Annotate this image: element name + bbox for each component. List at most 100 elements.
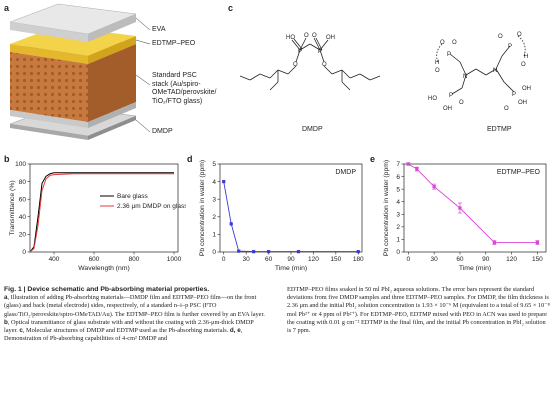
- label-psc-stack: Standard PSC stack (Au/spiro- OMeTAD/per…: [152, 72, 216, 106]
- atom-label: O: [521, 62, 526, 68]
- atom-n: N: [463, 74, 467, 80]
- molecule-name-dmdp: DMDP: [302, 126, 323, 133]
- x-axis-label: Wavelength (nm): [78, 265, 130, 272]
- molecule-name-edtmp: EDTMP: [487, 126, 512, 133]
- y-tick-label: 40: [19, 214, 27, 221]
- caption-c-text: , Molecular structures of DMDP and EDTMP…: [22, 327, 229, 335]
- atom-label: OH: [443, 106, 452, 112]
- x-tick-label: 60: [456, 256, 464, 263]
- y-axis-label: Pb concentration in water (ppm): [383, 160, 390, 256]
- panel-label-a: a: [4, 3, 10, 13]
- x-tick-label: 0: [222, 256, 226, 263]
- atom-label: O: [452, 40, 457, 46]
- atom-label: H: [524, 54, 528, 60]
- data-point: [229, 222, 233, 226]
- y-tick-label: 0: [212, 249, 216, 256]
- panel-label-c: c: [228, 3, 234, 13]
- atom-label: OH: [326, 35, 335, 41]
- label-psc-line1: Standard PSC: [152, 72, 197, 79]
- caption-de-label: d, e: [229, 327, 241, 335]
- label-psc-line2: stack (Au/spiro-: [152, 80, 201, 88]
- caption-b-text: , Optical transmittance of glass substra…: [4, 318, 254, 335]
- panel-label-b: b: [4, 154, 10, 164]
- label-psc-line3: OMeTAD/perovskite/: [152, 89, 217, 96]
- caption-c-label: c: [19, 327, 23, 335]
- atom-label: O: [504, 106, 509, 112]
- atom-p: P: [447, 52, 451, 58]
- data-point: [415, 167, 419, 171]
- series-line-0: [29, 172, 174, 253]
- y-tick-label: 60: [19, 196, 27, 203]
- y-axis-label: Pb concentration in water (ppm): [199, 160, 206, 256]
- x-tick-label: 120: [308, 256, 319, 263]
- x-tick-label: 30: [431, 256, 439, 263]
- y-axis-label: Transmittance (%): [9, 180, 16, 235]
- y-tick-label: 0: [396, 249, 400, 256]
- caption-b-label: b: [4, 318, 8, 326]
- atom-label: O: [304, 33, 309, 39]
- x-axis-label: Time (min): [275, 265, 307, 272]
- series-line-1: [29, 173, 174, 253]
- y-tick-label: 3: [396, 211, 400, 218]
- data-point: [356, 250, 360, 254]
- atom-p: P: [298, 49, 302, 55]
- chart-title: EDTMP–PEO: [497, 169, 541, 176]
- atom-label: O: [517, 32, 522, 38]
- y-tick-label: 2: [212, 214, 216, 221]
- eva-layer: [9, 3, 137, 42]
- plot-frame: [29, 163, 179, 253]
- series-line: [223, 181, 359, 253]
- y-tick-label: 7: [396, 161, 400, 168]
- caption-a-text: , Illustration of adding Pb-absorbing ma…: [4, 294, 265, 318]
- molecular-structures: P P HO O O OH O O N N P P P P O O H O HO…: [239, 32, 531, 112]
- data-point: [406, 162, 410, 166]
- atom-label: H: [435, 60, 439, 66]
- atom-label: O: [322, 62, 327, 68]
- y-tick-label: 1: [396, 237, 400, 244]
- device-stack-diagram: [9, 3, 151, 140]
- atom-p: P: [512, 92, 516, 98]
- data-point: [266, 250, 271, 254]
- plot-frame: [219, 163, 363, 253]
- x-tick-label: 150: [532, 256, 543, 263]
- atom-label: OH: [522, 86, 531, 92]
- data-point: [252, 250, 256, 254]
- y-tick-label: 5: [212, 161, 216, 168]
- caption-de-text: , Demonstration of Pb-absorbing capabili…: [4, 327, 243, 343]
- y-tick-label: 5: [396, 186, 400, 193]
- data-point: [458, 206, 462, 210]
- y-tick-label: 2: [396, 224, 400, 231]
- y-tick-label: 4: [212, 179, 216, 186]
- legend-entry: Bare glass: [117, 193, 148, 200]
- edtmp-structure: [436, 35, 526, 95]
- x-tick-label: 90: [482, 256, 490, 263]
- chart-d-dmdp: 0 30 60 90 120 150 180 0 1 2 3 4 5 Time (min) Pb conce…: [199, 160, 364, 272]
- data-point: [535, 240, 539, 245]
- atom-label: O: [459, 100, 464, 106]
- y-tick-label: 6: [396, 174, 400, 181]
- data-point: [222, 180, 226, 184]
- x-tick-label: 150: [330, 256, 341, 263]
- atom-label: O: [293, 62, 298, 68]
- atom-label: O: [440, 40, 445, 46]
- y-tick-label: 1: [212, 232, 216, 239]
- x-tick-label: 600: [89, 256, 100, 263]
- dmdp-structure: [239, 37, 381, 91]
- panel-label-e: e: [370, 154, 376, 164]
- x-tick-label: 180: [353, 256, 364, 263]
- atom-label: HO: [286, 35, 295, 41]
- label-eva: EVA: [152, 26, 166, 33]
- y-tick-label: 20: [19, 232, 27, 239]
- data-point: [432, 185, 436, 189]
- atom-label: O: [498, 34, 503, 40]
- atom-p: P: [449, 93, 453, 99]
- caption-right-text: EDTMP–PEO films soaked in 50 ml PbI₂ aqu…: [287, 286, 550, 335]
- y-tick-label: 80: [19, 179, 27, 186]
- chart-title: DMDP: [335, 169, 356, 176]
- y-tick-label: 100: [15, 161, 26, 168]
- data-point: [237, 249, 241, 253]
- x-tick-label: 90: [287, 256, 295, 263]
- data-point: [492, 240, 496, 245]
- x-tick-label: 120: [506, 256, 517, 263]
- y-tick-label: 3: [212, 196, 216, 203]
